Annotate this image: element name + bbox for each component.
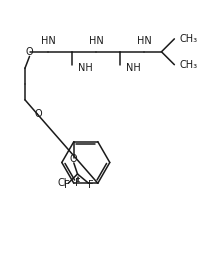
Text: O: O bbox=[35, 109, 43, 118]
Text: O: O bbox=[70, 154, 78, 164]
Text: NH: NH bbox=[126, 63, 141, 73]
Text: Cl: Cl bbox=[58, 178, 68, 188]
Text: F: F bbox=[75, 178, 80, 188]
Text: HN: HN bbox=[41, 36, 55, 46]
Text: NH: NH bbox=[78, 63, 93, 73]
Text: CH₃: CH₃ bbox=[180, 60, 198, 70]
Text: F: F bbox=[64, 180, 69, 190]
Text: CH₃: CH₃ bbox=[180, 34, 198, 44]
Text: HN: HN bbox=[89, 36, 103, 46]
Text: O: O bbox=[26, 47, 33, 57]
Text: F: F bbox=[88, 180, 93, 190]
Text: HN: HN bbox=[137, 36, 151, 46]
